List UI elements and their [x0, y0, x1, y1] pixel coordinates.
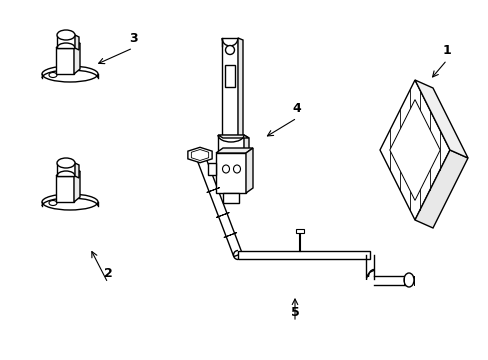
Polygon shape — [56, 48, 74, 74]
Ellipse shape — [49, 72, 57, 77]
Polygon shape — [57, 163, 75, 176]
Ellipse shape — [49, 201, 57, 206]
Ellipse shape — [42, 66, 98, 82]
Polygon shape — [389, 100, 439, 201]
Polygon shape — [187, 147, 212, 163]
Polygon shape — [195, 153, 242, 257]
Ellipse shape — [403, 273, 413, 287]
Polygon shape — [245, 148, 252, 193]
Ellipse shape — [57, 158, 75, 168]
Polygon shape — [216, 212, 229, 217]
Text: 1: 1 — [442, 44, 450, 57]
Polygon shape — [238, 38, 243, 148]
Bar — [224, 65, 235, 87]
Polygon shape — [216, 153, 245, 193]
Polygon shape — [224, 233, 237, 238]
Polygon shape — [74, 171, 80, 202]
Ellipse shape — [222, 165, 229, 173]
Polygon shape — [218, 135, 244, 153]
Polygon shape — [218, 135, 248, 138]
Polygon shape — [238, 251, 369, 259]
Polygon shape — [75, 35, 79, 50]
Ellipse shape — [57, 30, 75, 40]
Polygon shape — [379, 80, 449, 220]
Polygon shape — [414, 80, 467, 158]
Polygon shape — [244, 135, 248, 156]
Polygon shape — [191, 149, 208, 161]
Polygon shape — [207, 163, 216, 175]
Text: 5: 5 — [290, 306, 299, 319]
Text: 3: 3 — [128, 32, 137, 45]
Polygon shape — [56, 171, 80, 176]
Polygon shape — [57, 35, 75, 48]
Polygon shape — [216, 148, 252, 153]
Polygon shape — [74, 43, 80, 74]
Ellipse shape — [233, 165, 240, 173]
Polygon shape — [206, 188, 220, 193]
Ellipse shape — [42, 194, 98, 210]
Ellipse shape — [225, 45, 234, 54]
Polygon shape — [414, 150, 467, 228]
Text: 4: 4 — [292, 102, 301, 115]
Polygon shape — [75, 163, 79, 178]
Polygon shape — [295, 229, 304, 233]
Polygon shape — [56, 176, 74, 202]
Polygon shape — [222, 38, 238, 145]
Polygon shape — [223, 193, 239, 203]
Text: 2: 2 — [103, 267, 112, 280]
Polygon shape — [56, 43, 80, 48]
